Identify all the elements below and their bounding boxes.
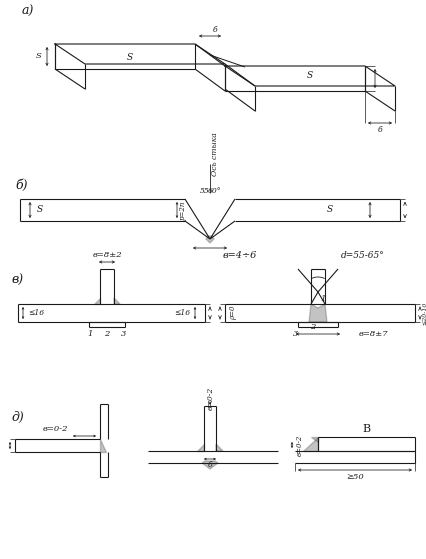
Text: 60°: 60° [208, 187, 222, 195]
Text: ≤20-10: ≤20-10 [423, 301, 426, 325]
Text: 1: 1 [87, 330, 93, 338]
Text: p=2n: p=2n [179, 200, 187, 220]
Text: в=8±7: в=8±7 [358, 330, 388, 338]
Polygon shape [303, 437, 318, 451]
Text: a): a) [22, 4, 34, 17]
Text: 1: 1 [320, 295, 326, 303]
Polygon shape [206, 236, 214, 243]
Text: 3: 3 [121, 330, 127, 338]
Text: S: S [127, 53, 133, 61]
Text: б: б [213, 26, 217, 34]
Polygon shape [311, 437, 318, 442]
Text: в=0-2: в=0-2 [42, 425, 68, 433]
Text: 2: 2 [310, 323, 316, 331]
Text: в=0-2: в=0-2 [296, 434, 304, 456]
Text: д): д) [12, 410, 24, 424]
Polygon shape [94, 298, 100, 304]
Text: б: б [378, 126, 382, 134]
Text: B: B [363, 424, 371, 434]
Text: 3: 3 [294, 330, 299, 338]
Text: в=0-2: в=0-2 [207, 386, 215, 410]
Polygon shape [114, 298, 120, 304]
Text: ≤16: ≤16 [28, 309, 44, 317]
Text: в=4÷6: в=4÷6 [223, 252, 257, 260]
Text: S: S [327, 206, 333, 215]
Text: ≥50: ≥50 [346, 473, 364, 481]
Text: б): б) [16, 178, 28, 192]
Text: d=55-65°: d=55-65° [341, 252, 385, 260]
Text: б: б [208, 461, 212, 469]
Polygon shape [197, 444, 204, 451]
Text: S: S [37, 206, 43, 215]
Polygon shape [216, 444, 223, 451]
Text: S: S [36, 53, 42, 60]
Polygon shape [309, 304, 327, 322]
Text: в): в) [12, 273, 24, 287]
Text: ρ=0: ρ=0 [229, 306, 237, 320]
Text: S: S [307, 72, 313, 80]
Text: Ось стыка: Ось стыка [211, 132, 219, 176]
Text: ≤16: ≤16 [174, 309, 190, 317]
Text: 55: 55 [200, 187, 210, 195]
Polygon shape [100, 439, 106, 452]
Text: 2: 2 [104, 330, 109, 338]
Polygon shape [202, 461, 218, 469]
Text: в=8±2: в=8±2 [92, 251, 122, 259]
